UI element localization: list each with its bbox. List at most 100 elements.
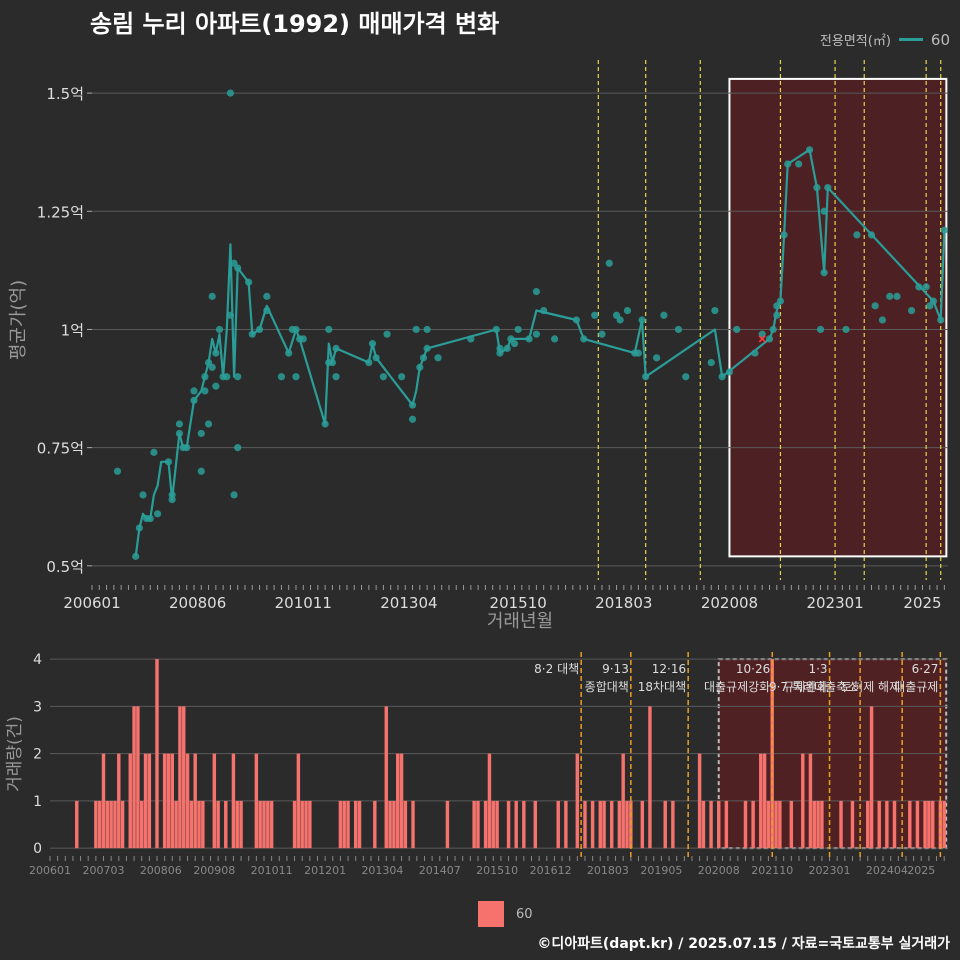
x-tick-label: 2025 xyxy=(903,594,941,612)
bar xyxy=(483,800,488,849)
data-point xyxy=(201,387,209,395)
data-point xyxy=(492,325,500,334)
bar xyxy=(476,800,480,849)
bar xyxy=(602,800,606,849)
data-point xyxy=(204,420,213,428)
data-point xyxy=(223,373,231,381)
bar xyxy=(224,800,228,849)
bar xyxy=(403,800,408,849)
data-point xyxy=(929,297,938,305)
data-point xyxy=(197,467,205,475)
data-point xyxy=(871,302,879,310)
legend-bottom: 60 xyxy=(478,901,533,927)
x-tick-label: 200601 xyxy=(63,594,120,612)
bar xyxy=(701,800,706,849)
data-point xyxy=(190,387,198,395)
bar xyxy=(640,800,645,849)
bar xyxy=(598,800,602,849)
policy-annotation-line1: 9·13 xyxy=(602,662,629,676)
data-point xyxy=(496,344,504,352)
data-point xyxy=(605,259,613,267)
bar xyxy=(342,800,346,849)
bar xyxy=(411,800,415,849)
bar xyxy=(556,800,560,849)
bar xyxy=(258,800,262,849)
data-point xyxy=(215,325,224,334)
data-point xyxy=(412,325,420,334)
bar xyxy=(235,800,239,849)
data-point xyxy=(434,354,442,362)
bar xyxy=(292,800,297,849)
data-point xyxy=(784,160,792,168)
data-point xyxy=(212,349,220,357)
y-tick-label: 1억 xyxy=(61,321,84,339)
bar xyxy=(816,800,820,849)
bar xyxy=(942,800,946,849)
bar-x-tick-label: 201612 xyxy=(530,864,572,877)
bar-x-tick-label: 200703 xyxy=(82,864,124,877)
data-point xyxy=(226,89,235,97)
data-point xyxy=(201,373,209,381)
bar xyxy=(697,753,702,849)
data-point xyxy=(598,330,606,338)
bar xyxy=(522,800,526,849)
bar xyxy=(269,800,274,849)
legend-bar-swatch xyxy=(478,901,504,927)
bar xyxy=(671,800,675,849)
bar-y-axis-title: 거래량(건) xyxy=(5,716,25,792)
data-point xyxy=(153,510,162,518)
data-point xyxy=(234,373,242,381)
data-point xyxy=(321,420,329,428)
bar xyxy=(388,800,392,849)
bar xyxy=(759,753,763,849)
data-point xyxy=(398,373,406,381)
bar xyxy=(143,753,148,849)
bar-x-tick-label: 2025 xyxy=(907,864,935,877)
bar xyxy=(197,800,201,849)
bar xyxy=(178,706,182,849)
data-point xyxy=(867,231,876,239)
data-point xyxy=(150,448,158,456)
bar xyxy=(185,753,190,849)
data-point xyxy=(226,311,235,319)
data-point xyxy=(132,552,140,560)
data-point xyxy=(277,373,286,381)
bar xyxy=(216,800,220,849)
bar xyxy=(117,753,121,849)
bar xyxy=(373,800,377,849)
bar-x-tick-label: 201304 xyxy=(361,864,403,877)
data-point xyxy=(379,373,388,381)
data-point xyxy=(915,283,923,291)
data-point xyxy=(423,325,431,334)
bar xyxy=(97,800,102,849)
data-point xyxy=(525,335,533,343)
policy-annotation-line2: 대출규제강화 xyxy=(704,680,770,694)
bar-x-tick-label: 201407 xyxy=(419,864,461,877)
data-point xyxy=(820,269,828,277)
data-point xyxy=(682,373,690,381)
bar xyxy=(820,800,824,849)
data-point xyxy=(940,226,948,234)
data-point xyxy=(164,458,173,466)
bar-x-tick-label: 202404 xyxy=(866,864,908,877)
x-tick-label: 200806 xyxy=(169,594,226,612)
bar-x-tick-label: 201803 xyxy=(587,864,629,877)
policy-annotation-line2: 18차대책 xyxy=(638,679,686,694)
data-point xyxy=(175,420,184,428)
data-point xyxy=(751,349,759,357)
bar-x-tick-label: 201201 xyxy=(304,864,346,877)
x-marker xyxy=(758,335,766,343)
policy-annotation-line1: 6·27 xyxy=(912,662,939,676)
bar xyxy=(514,800,518,849)
bar xyxy=(892,800,897,849)
legend-top: 전용면적(㎡) 60 xyxy=(820,30,950,50)
data-point xyxy=(368,340,377,348)
data-point xyxy=(634,349,642,357)
bar xyxy=(139,800,144,849)
bar xyxy=(915,800,920,849)
bar xyxy=(869,706,874,849)
bar xyxy=(254,753,259,849)
bar xyxy=(353,800,358,849)
data-point xyxy=(365,358,373,367)
